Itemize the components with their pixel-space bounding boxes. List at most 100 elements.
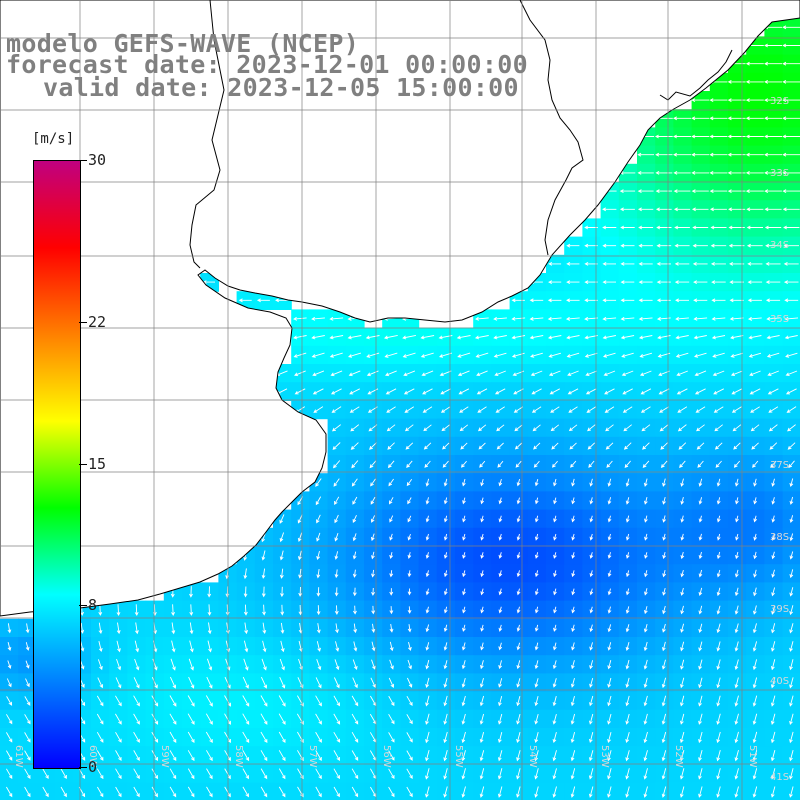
wind-arrow bbox=[637, 171, 654, 175]
longitude-label: 57W bbox=[307, 745, 318, 768]
wind-arrow bbox=[171, 622, 176, 635]
wind-arrow bbox=[293, 352, 307, 358]
wind-arrow bbox=[315, 478, 322, 487]
wind-arrow bbox=[787, 424, 796, 432]
wind-arrow bbox=[388, 768, 395, 779]
wind-arrow bbox=[662, 569, 667, 578]
wind-arrow bbox=[353, 641, 358, 652]
wind-arrow bbox=[643, 731, 648, 744]
wind-arrow bbox=[693, 316, 708, 321]
wind-arrow bbox=[169, 731, 177, 744]
wind-arrow bbox=[333, 478, 340, 487]
wind-arrow bbox=[333, 786, 340, 798]
wind-arrow bbox=[242, 750, 250, 762]
wind-arrow bbox=[729, 280, 744, 284]
wind-arrow bbox=[352, 659, 358, 670]
wind-arrow bbox=[260, 713, 268, 725]
wind-arrow bbox=[625, 786, 630, 798]
wind-arrow bbox=[789, 749, 794, 762]
wind-arrow bbox=[511, 298, 525, 303]
wind-arrow bbox=[585, 388, 597, 395]
wind-arrow bbox=[116, 640, 121, 653]
wind-arrow bbox=[478, 442, 486, 450]
wind-arrow bbox=[385, 388, 397, 395]
wind-arrow bbox=[96, 750, 104, 761]
wind-arrow bbox=[643, 677, 648, 688]
wind-arrow bbox=[732, 424, 742, 432]
wind-arrow bbox=[698, 515, 703, 523]
wind-arrow bbox=[474, 335, 489, 340]
wind-arrow bbox=[331, 424, 341, 432]
wind-arrow bbox=[680, 496, 685, 505]
wind-arrow bbox=[206, 768, 213, 780]
wind-arrow bbox=[369, 460, 377, 469]
wind-arrow bbox=[696, 424, 705, 432]
wind-arrow bbox=[770, 749, 776, 762]
wind-arrow bbox=[242, 695, 250, 707]
wind-arrow bbox=[680, 515, 685, 523]
wind-arrow bbox=[534, 606, 539, 614]
wind-arrow bbox=[656, 280, 671, 284]
wind-arrow bbox=[698, 659, 703, 670]
wind-arrow bbox=[789, 623, 794, 634]
wind-arrow bbox=[692, 243, 708, 248]
wind-arrow bbox=[425, 624, 430, 633]
wind-arrow bbox=[260, 676, 268, 689]
wind-arrow bbox=[335, 623, 339, 634]
wind-arrow bbox=[602, 225, 617, 230]
wind-arrow bbox=[709, 134, 728, 139]
wind-arrow bbox=[133, 768, 140, 780]
wind-arrow bbox=[224, 695, 231, 707]
wind-arrow bbox=[425, 497, 430, 505]
wind-arrow bbox=[329, 352, 343, 358]
wind-arrow bbox=[461, 660, 466, 670]
wind-arrow bbox=[480, 588, 485, 596]
wind-arrow bbox=[516, 786, 521, 798]
wind-arrow bbox=[607, 606, 612, 614]
wind-arrow bbox=[745, 171, 764, 175]
wind-arrow bbox=[260, 731, 268, 743]
wind-arrow bbox=[224, 768, 231, 780]
wind-arrow bbox=[188, 658, 194, 671]
wind-arrow bbox=[334, 569, 339, 579]
wind-arrow bbox=[406, 714, 413, 725]
wind-arrow bbox=[789, 677, 794, 689]
wind-arrow bbox=[677, 406, 688, 413]
wind-arrow bbox=[514, 442, 523, 450]
wind-arrow bbox=[789, 515, 794, 523]
wind-arrow bbox=[389, 623, 394, 633]
wind-arrow bbox=[443, 588, 448, 596]
wind-arrow bbox=[479, 713, 485, 725]
wind-arrow bbox=[443, 677, 448, 688]
wind-arrow bbox=[480, 642, 484, 651]
border-line bbox=[189, 0, 225, 269]
wind-arrow bbox=[534, 695, 539, 707]
wind-arrow bbox=[425, 588, 430, 596]
wind-arrow bbox=[716, 497, 721, 505]
latitude-label: 33S bbox=[770, 168, 789, 179]
wind-arrow bbox=[625, 497, 630, 505]
wind-arrow bbox=[443, 533, 448, 541]
wind-arrow bbox=[459, 424, 469, 432]
wind-arrow bbox=[242, 731, 250, 743]
wind-arrow bbox=[691, 171, 710, 175]
wind-arrow bbox=[516, 588, 521, 596]
wind-arrow bbox=[24, 696, 31, 706]
wind-arrow bbox=[134, 658, 140, 671]
wind-arrow bbox=[389, 497, 394, 505]
wind-arrow bbox=[389, 551, 394, 560]
wind-arrows bbox=[6, 25, 800, 798]
wind-arrow bbox=[407, 641, 412, 651]
wind-arrow bbox=[333, 695, 340, 707]
wind-arrow bbox=[333, 750, 340, 762]
wind-arrow bbox=[316, 641, 321, 652]
colorbar-tick-label: 8 bbox=[88, 596, 98, 615]
wind-arrow bbox=[571, 552, 576, 559]
wind-arrow bbox=[134, 640, 140, 653]
wind-arrow bbox=[571, 624, 576, 632]
wind-arrow bbox=[494, 370, 506, 377]
wind-arrow bbox=[133, 786, 140, 798]
wind-arrow bbox=[96, 713, 104, 725]
wind-arrow bbox=[462, 515, 466, 523]
wind-arrow bbox=[693, 335, 707, 340]
